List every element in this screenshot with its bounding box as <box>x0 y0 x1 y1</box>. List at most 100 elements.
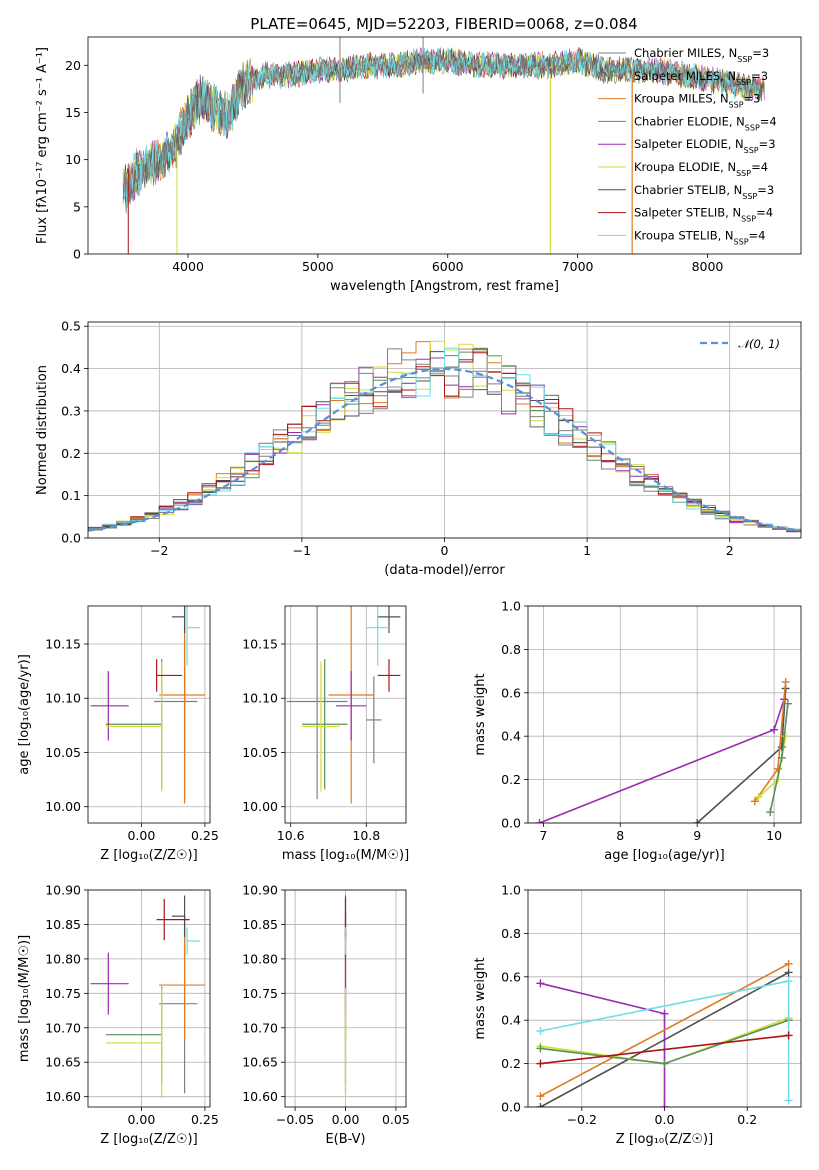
legend-entry-7: Salpeter STELIB, NSSP=4 <box>634 206 773 224</box>
y-tick-label: 10 <box>65 152 81 167</box>
y-tick-label: 10.00 <box>242 799 278 814</box>
mass-weight-vs-age-panel: 7 8 9 10 0.0 0.2 0.4 0.6 0.8 1.0 age [log₁₀(age/yr… <box>473 599 802 863</box>
x-tick-label: 1 <box>583 543 591 558</box>
y-axis-label: mass [log₁₀(M/M☉)] <box>17 935 32 1062</box>
y-tick-label: 0.4 <box>61 361 81 376</box>
histogram-series-7 <box>88 352 801 532</box>
weight-lines <box>535 677 792 823</box>
axes-frame <box>527 889 802 1108</box>
x-tick-label: 2 <box>726 543 734 558</box>
y-tick-label: 15 <box>65 105 81 120</box>
y-tick-label: 0 <box>73 247 81 262</box>
y-tick-label: 1.0 <box>501 883 521 898</box>
y-tick-label: 10.75 <box>242 986 278 1001</box>
y-tick-label: 0.4 <box>501 729 521 744</box>
y-tick-label: 0.1 <box>61 488 81 503</box>
mass-vs-ebv-panel: −0.05 0.00 0.05 10.60 10.65 10.70 10.75 10.80 10… <box>242 883 410 1148</box>
residual-histogram-panel: −2 −1 0 1 2 0.0 0.1 0.2 0.3 0.4 0.5 (data-model)/er… <box>35 319 802 578</box>
x-axis-label: Z [log₁₀(Z/Z☉)] <box>616 1132 713 1147</box>
legend-entry-2: Kroupa MILES, NSSP=3 <box>634 92 760 110</box>
axes-frame <box>284 605 407 824</box>
x-axis-label: Z [log₁₀(Z/Z☉)] <box>100 848 197 863</box>
x-tick-label: 0.25 <box>191 828 219 843</box>
y-tick-label: 0.0 <box>61 531 81 546</box>
x-tick-label: 8000 <box>692 259 724 274</box>
y-tick-label: 10.15 <box>45 636 81 651</box>
y-tick-label: 0.2 <box>501 1056 521 1071</box>
x-axis-label: mass [log₁₀(M/M☉)] <box>282 848 409 863</box>
legend-entry-1: Salpeter MILES, NSSP=3 <box>634 69 768 87</box>
x-tick-label: 0.00 <box>127 1112 155 1127</box>
axes-frame <box>87 605 211 824</box>
y-tick-label: 0.6 <box>501 969 521 984</box>
spectrum-legend: Chabrier MILES, NSSP=3 Salpeter MILES, NS… <box>598 46 777 246</box>
y-tick-label: 0.6 <box>501 685 521 700</box>
x-tick-label: 4000 <box>172 259 204 274</box>
x-axis-label: E(B-V) <box>325 1132 365 1147</box>
x-tick-label: 0.00 <box>332 1112 360 1127</box>
y-tick-label: 10.70 <box>45 1020 81 1035</box>
axes-frame <box>87 321 802 539</box>
x-axis-label: wavelength [Angstrom, rest frame] <box>330 279 559 294</box>
y-tick-label: 10.00 <box>45 799 81 814</box>
y-tick-label: 10.10 <box>45 691 81 706</box>
x-tick-label: 5000 <box>302 259 334 274</box>
spectrum-lines <box>122 37 765 254</box>
y-tick-label: 10.05 <box>45 745 81 760</box>
y-tick-label: 1.0 <box>501 599 521 614</box>
y-tick-label: 10.65 <box>242 1055 278 1070</box>
age-vs-mass-panel: 10.6 10.8 10.00 10.05 10.10 10.15 mass [log₁₀(… <box>242 605 409 863</box>
y-tick-label: 10.80 <box>45 951 81 966</box>
y-tick-label: 10.85 <box>242 917 278 932</box>
y-tick-label: 0.0 <box>501 816 521 831</box>
spectrum-series-0 <box>122 47 765 204</box>
y-axis-label: mass weight <box>473 957 488 1039</box>
x-tick-label: 6000 <box>432 259 464 274</box>
legend-entry-normal: 𝒩(0, 1) <box>738 337 780 351</box>
axes-frame <box>87 36 802 255</box>
x-tick-label: 0.2 <box>737 1112 757 1127</box>
y-tick-label: 5 <box>73 199 81 214</box>
mass-vs-metallicity-panel: 0.00 0.25 10.60 10.65 10.70 10.75 10.80 10.85 10… <box>17 883 219 1148</box>
legend-entry-3: Chabrier ELODIE, NSSP=4 <box>634 114 777 131</box>
x-tick-label: 0.25 <box>191 1112 219 1127</box>
y-tick-label: 0.2 <box>501 772 521 787</box>
weight-series-0 <box>539 699 785 823</box>
y-tick-label: 10.85 <box>45 917 81 932</box>
weight-series-6 <box>540 1034 789 1065</box>
y-tick-label: 0.8 <box>501 642 521 657</box>
x-tick-label: −0.05 <box>276 1112 314 1127</box>
y-tick-label: 10.10 <box>242 691 278 706</box>
legend-entry-4: Salpeter ELODIE, NSSP=3 <box>634 137 776 155</box>
y-tick-label: 10.60 <box>45 1089 81 1104</box>
histogram-series-5 <box>88 340 801 531</box>
x-tick-label: 7 <box>539 828 547 843</box>
mass-weight-vs-metallicity-panel: −0.2 0.0 0.2 0.0 0.2 0.4 0.6 0.8 1.0 Z [log₁₀(Z/Z… <box>473 883 802 1147</box>
y-tick-label: 10.65 <box>45 1055 81 1070</box>
x-tick-label: 0.00 <box>127 828 155 843</box>
y-tick-label: 0.8 <box>501 926 521 941</box>
y-tick-label: 0.5 <box>61 319 81 334</box>
x-tick-label: −2 <box>150 543 168 558</box>
y-tick-label: 10.75 <box>45 986 81 1001</box>
y-tick-label: 10.60 <box>242 1089 278 1104</box>
normal-curve <box>88 367 801 532</box>
x-tick-label: 9 <box>693 828 701 843</box>
legend-entry-6: Chabrier STELIB, NSSP=3 <box>634 183 774 201</box>
weight-series-0 <box>540 982 666 1107</box>
x-tick-label: 0.0 <box>655 1112 675 1127</box>
y-tick-label: 10.15 <box>242 636 278 651</box>
x-tick-label: 0 <box>441 543 449 558</box>
y-axis-label: Flux [fλ10⁻¹⁷ erg cm⁻² s⁻¹ A⁻¹] <box>35 47 50 244</box>
y-axis-label: Normed distribution <box>35 365 50 495</box>
axes-frame <box>527 605 802 824</box>
y-tick-label: 0.3 <box>61 403 81 418</box>
y-tick-label: 10.05 <box>242 745 278 760</box>
histogram-series-0 <box>88 348 801 532</box>
x-axis-label: (data-model)/error <box>384 563 505 578</box>
x-tick-label: −1 <box>293 543 311 558</box>
x-axis-label: age [log₁₀(age/yr)] <box>604 848 725 863</box>
spectrum-title: PLATE=0645, MJD=52203, FIBERID=0068, z=0… <box>250 15 637 33</box>
x-axis-label: Z [log₁₀(Z/Z☉)] <box>100 1132 197 1147</box>
